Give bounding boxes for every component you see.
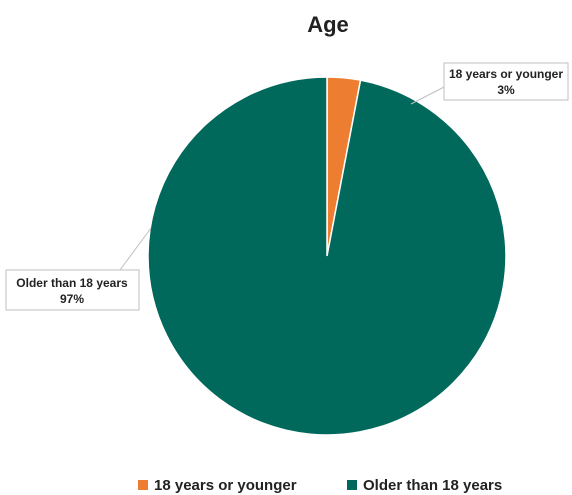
callout-18-or-younger: 18 years or younger 3% [410,62,569,105]
legend-swatch-older-than-18 [347,480,357,490]
slice-older-than-18 [147,76,507,436]
callout-box-older-than-18 [5,269,140,311]
leader-line-older-than-18 [119,227,152,271]
legend-label-18-or-younger: 18 years or younger [154,477,297,494]
pie-slices [147,76,507,436]
leader-line-18-or-younger [410,84,449,105]
chart-title: Age [307,12,349,37]
legend-label-older-than-18: Older than 18 years [363,477,502,494]
callout-label-older-than-18: Older than 18 years [16,276,128,290]
callout-value-18-or-younger: 3% [497,83,515,97]
callout-value-older-than-18: 97% [60,292,84,306]
callout-label-18-or-younger: 18 years or younger [449,67,563,81]
legend-swatch-18-or-younger [138,480,148,490]
callout-older-than-18: Older than 18 years 97% [5,227,152,311]
callout-box-18-or-younger [443,62,569,101]
legend: 18 years or younger Older than 18 years [138,477,502,494]
